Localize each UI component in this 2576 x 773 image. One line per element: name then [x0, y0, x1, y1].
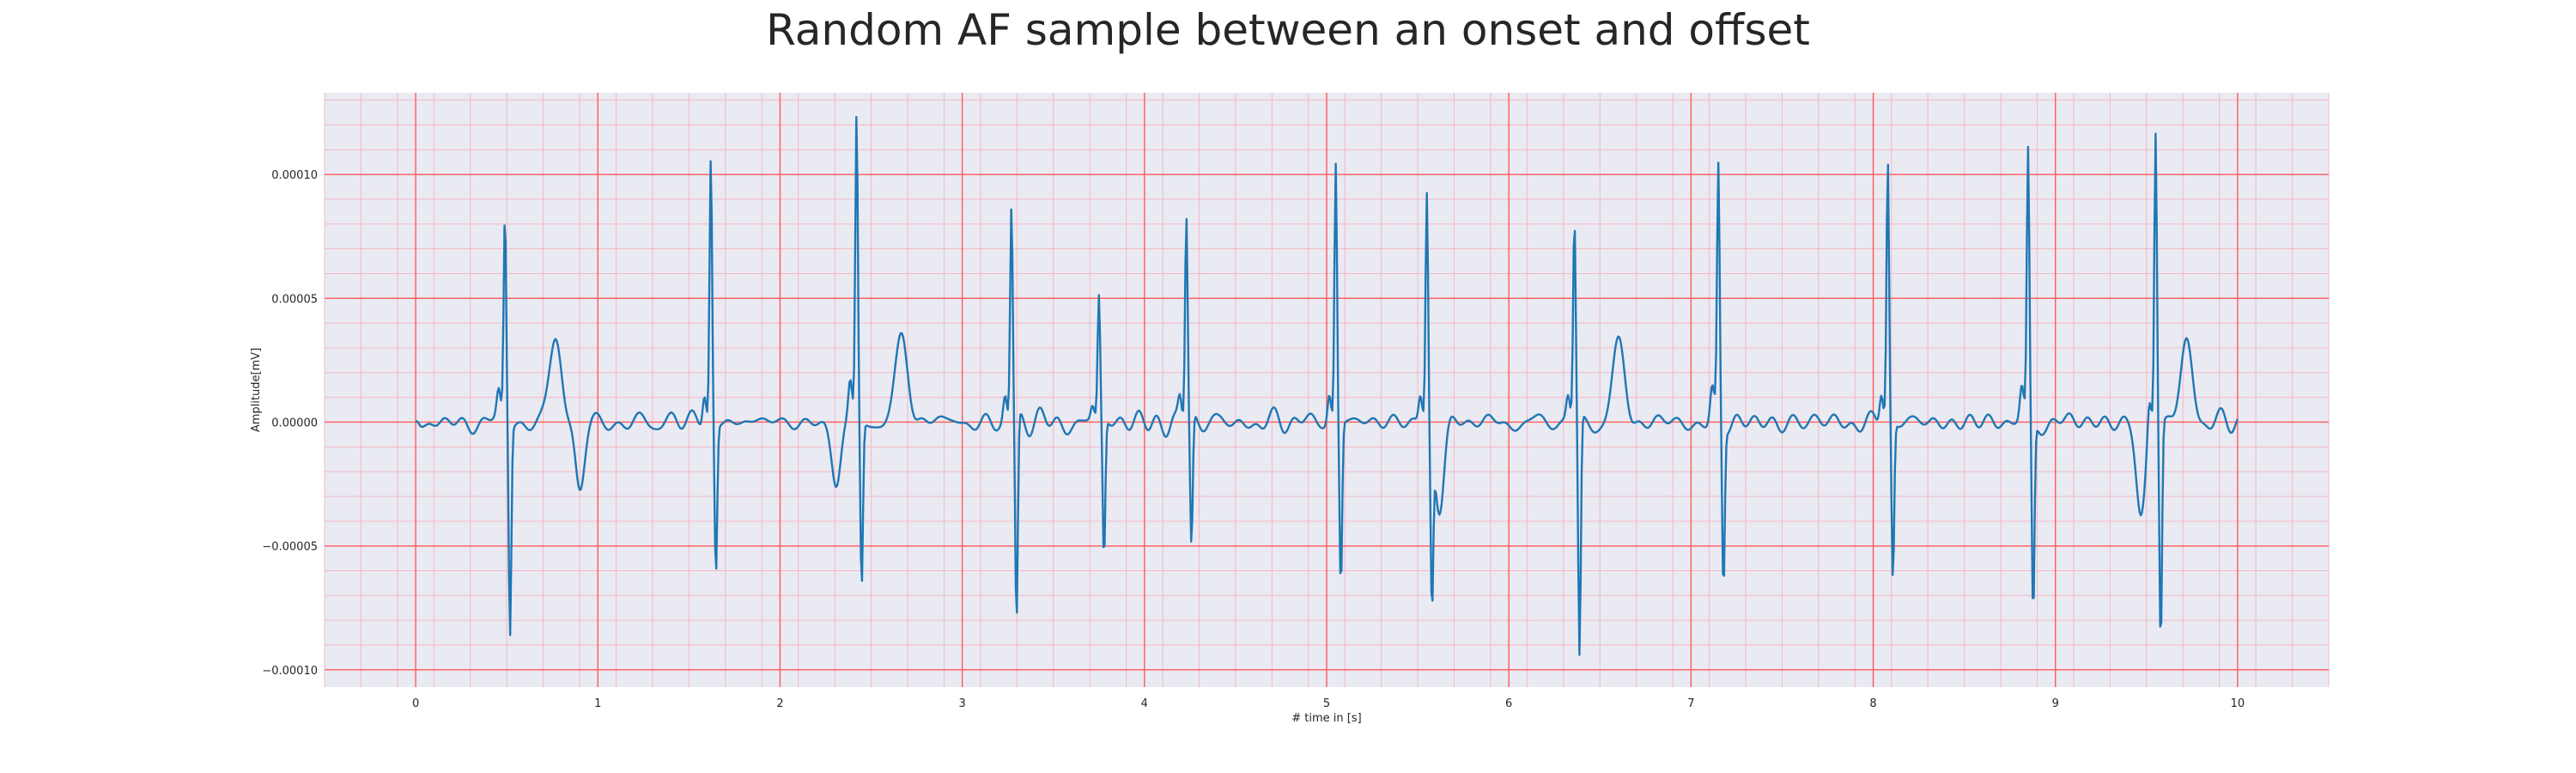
x-tick-label: 1: [594, 697, 601, 710]
y-tick-label: 0.00005: [271, 293, 318, 306]
x-tick-label: 9: [2052, 697, 2059, 710]
x-tick-label: 2: [776, 697, 783, 710]
x-axis-ticks: 0 1 2 3 4 5 6 7 8 9 10: [412, 697, 2245, 710]
y-axis-label: Amplitude[mV]: [250, 348, 263, 432]
x-tick-label: 5: [1323, 697, 1330, 710]
x-tick-label: 3: [958, 697, 965, 710]
y-tick-label: 0.00010: [271, 169, 318, 182]
x-tick-label: 7: [1687, 697, 1694, 710]
y-axis-ticks: −0.00010 −0.00005 0.00000 0.00005 0.00010: [262, 169, 318, 678]
major-grid: [325, 93, 2329, 687]
x-tick-label: 10: [2231, 697, 2245, 710]
y-tick-label: 0.00000: [271, 417, 318, 429]
x-axis-label: # time in [s]: [1291, 712, 1361, 725]
y-tick-label: −0.00005: [262, 541, 318, 554]
x-tick-label: 6: [1505, 697, 1512, 710]
x-tick-label: 0: [412, 697, 419, 710]
x-tick-label: 4: [1141, 697, 1148, 710]
y-tick-label: −0.00010: [262, 665, 318, 678]
x-tick-label: 8: [1869, 697, 1876, 710]
chart-title: Random AF sample between an onset and of…: [766, 5, 1810, 55]
ecg-signal-line: [415, 116, 2239, 656]
